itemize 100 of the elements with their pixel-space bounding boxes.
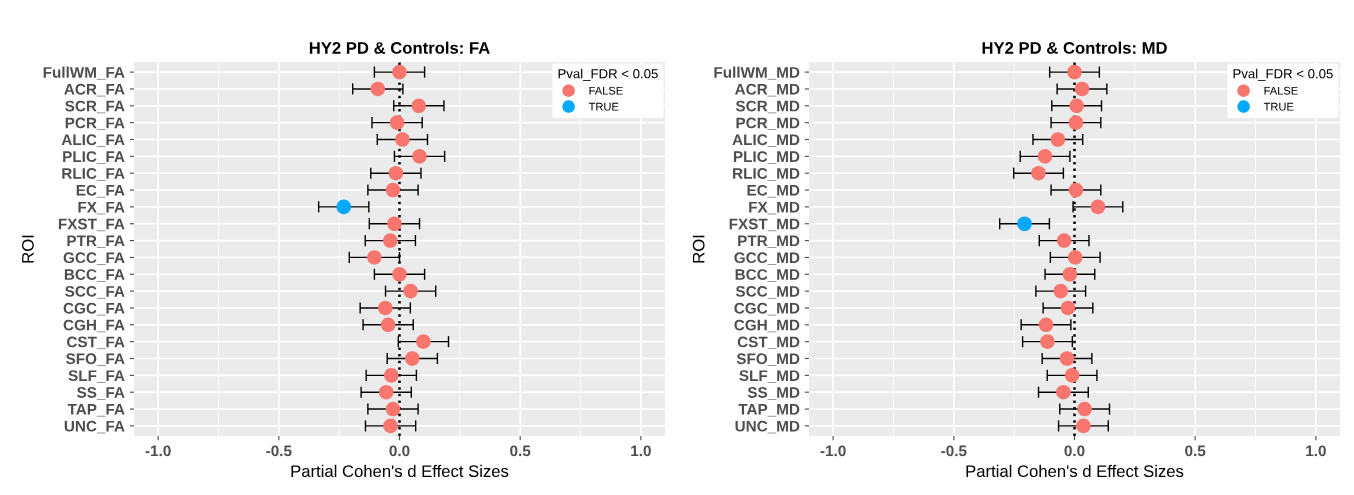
- y-tick-label: RLIC_MD: [733, 168, 800, 181]
- x-tick-label: -1.0: [820, 445, 846, 457]
- legend-title: Pval_FDR < 0.05: [558, 68, 658, 81]
- point: [1068, 115, 1084, 130]
- point: [1017, 216, 1032, 232]
- y-tick-label: SS_MD: [747, 387, 800, 400]
- x-tick-label: -1.0: [145, 445, 171, 457]
- x-tick-label: 0.0: [1064, 445, 1085, 457]
- point: [367, 250, 382, 265]
- point: [403, 283, 418, 299]
- y-tick-label: EC_MD: [747, 184, 800, 198]
- y-tick-label: FX_FA: [78, 201, 125, 215]
- point: [378, 384, 394, 400]
- y-tick-label: PTR_MD: [738, 235, 800, 248]
- y-tick-label: CGH_FA: [63, 319, 125, 333]
- y-tick-label: SCC_MD: [735, 285, 800, 299]
- point: [1067, 250, 1083, 265]
- y-tick-label: PLIC_FA: [63, 151, 125, 164]
- y-tick-label: BCC_FA: [64, 269, 125, 282]
- x-tick-label: 0.5: [1185, 445, 1206, 457]
- point: [1060, 300, 1076, 316]
- point: [392, 266, 407, 282]
- x-axis-title: Partial Cohen's d Effect Sizes: [966, 464, 1184, 478]
- y-tick-label: RLIC_FA: [62, 168, 125, 181]
- y-tick-label: SCR_FA: [65, 100, 125, 114]
- x-tick-label: 0.5: [510, 445, 531, 457]
- legend-title: Pval_FDR < 0.05: [1233, 68, 1333, 81]
- y-tick-label: FullWM_MD: [714, 66, 800, 80]
- chart-title: HY2 PD & Controls: MD: [982, 41, 1167, 54]
- y-tick-label: ALIC_MD: [732, 134, 800, 147]
- y-tick-label: UNC_FA: [64, 420, 125, 434]
- point: [1056, 384, 1071, 400]
- y-tick-label: CST_FA: [67, 336, 125, 350]
- point: [1067, 64, 1082, 80]
- y-tick-label: TAP_FA: [67, 404, 125, 417]
- chart-title: HY2 PD & Controls: FA: [309, 41, 490, 54]
- point: [336, 199, 352, 215]
- y-axis-title: ROI: [22, 235, 34, 263]
- y-tick-label: FX_MD: [749, 201, 800, 215]
- point: [1068, 182, 1084, 198]
- point: [392, 64, 407, 80]
- y-tick-label: SLF_FA: [68, 370, 125, 383]
- x-axis-title: Partial Cohen's d Effect Sizes: [291, 464, 509, 478]
- legend-label: FALSE: [1264, 86, 1298, 95]
- point: [1050, 132, 1066, 147]
- point: [383, 233, 398, 248]
- y-tick-label: GCC_MD: [734, 252, 800, 265]
- y-tick-label: EC_FA: [76, 184, 125, 198]
- point: [370, 81, 386, 97]
- x-tick-label: 1.0: [1306, 445, 1326, 457]
- point: [1038, 317, 1054, 333]
- y-tick-label: PCR_MD: [736, 117, 800, 131]
- point: [1069, 98, 1084, 114]
- point: [1077, 401, 1092, 417]
- point: [1040, 334, 1055, 349]
- y-tick-label: CGC_MD: [734, 302, 800, 316]
- y-tick-label: PCR_FA: [65, 117, 125, 131]
- point: [380, 317, 396, 333]
- y-tick-label: BCC_MD: [735, 269, 800, 282]
- point: [385, 182, 401, 198]
- point: [1064, 368, 1080, 383]
- y-tick-label: FXST_MD: [729, 218, 800, 232]
- point: [377, 300, 393, 316]
- point: [1053, 283, 1069, 299]
- point: [1056, 233, 1072, 248]
- y-tick-label: ACR_MD: [735, 83, 800, 97]
- point: [388, 165, 404, 181]
- y-tick-label: CST_MD: [737, 336, 800, 350]
- point: [1076, 418, 1091, 434]
- y-tick-label: SCC_FA: [65, 285, 125, 299]
- y-tick-label: SCR_MD: [735, 100, 800, 114]
- y-tick-label: GCC_FA: [63, 252, 125, 265]
- x-tick-label: 0.0: [389, 445, 410, 457]
- point: [412, 149, 427, 164]
- y-tick-label: TAP_MD: [738, 404, 800, 417]
- point: [1090, 199, 1106, 215]
- y-tick-label: FullWM_FA: [43, 66, 125, 80]
- point: [387, 216, 402, 232]
- legend-label: TRUE: [1263, 102, 1294, 111]
- y-tick-label: UNC_MD: [735, 420, 800, 434]
- point: [1031, 165, 1046, 181]
- point: [1062, 266, 1078, 282]
- x-tick-label: 1.0: [631, 445, 651, 457]
- point: [1037, 149, 1053, 164]
- y-tick-label: SS_FA: [77, 387, 125, 400]
- point: [383, 418, 398, 434]
- y-tick-label: CGC_FA: [63, 302, 125, 316]
- point: [385, 401, 401, 417]
- point: [384, 368, 399, 383]
- y-tick-label: CGH_MD: [734, 319, 800, 333]
- y-tick-label: PTR_FA: [67, 235, 125, 248]
- y-tick-label: FXST_FA: [58, 218, 125, 232]
- point: [1059, 351, 1075, 366]
- y-axis-title: ROI: [692, 235, 705, 263]
- legend-label: TRUE: [588, 102, 619, 111]
- point: [405, 351, 420, 366]
- y-tick-label: ALIC_FA: [61, 134, 125, 147]
- legend-label: FALSE: [589, 86, 623, 95]
- point: [411, 98, 427, 114]
- y-tick-label: SFO_MD: [736, 353, 800, 366]
